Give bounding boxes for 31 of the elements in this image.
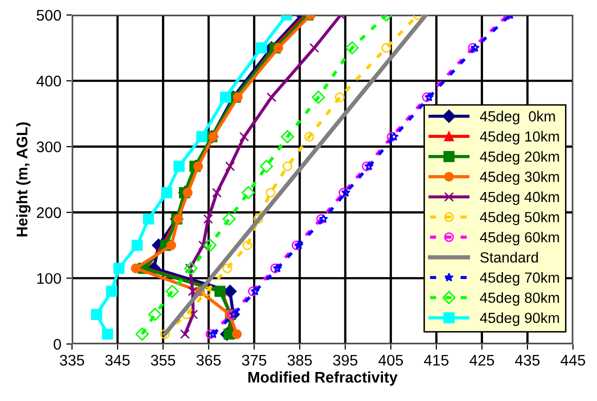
legend-label: 45deg 20km	[480, 151, 559, 165]
legend-label: 45deg 80km	[480, 292, 559, 306]
y-tick-label: 100	[37, 273, 61, 284]
legend-label: 45deg 50km	[480, 212, 559, 226]
y-tick-label: 300	[36, 141, 61, 152]
x-tick-label: 415	[424, 354, 448, 366]
legend-label: 45deg 90km	[480, 312, 559, 326]
x-tick-label: 355	[150, 354, 176, 366]
legend-label: Standard	[480, 252, 538, 263]
y-tick-label: 0	[54, 338, 61, 350]
x-tick-label: 405	[378, 354, 403, 366]
legend-label: 45deg 60km	[480, 232, 559, 246]
y-tick-label: 500	[36, 10, 61, 21]
x-tick-label: 345	[105, 354, 130, 366]
y-tick-label: 400	[36, 76, 61, 86]
x-tick-label: 335	[60, 354, 84, 366]
x-tick-label: 425	[470, 354, 494, 366]
legend-label: 45deg 70km	[480, 272, 559, 286]
legend-label: 45deg 10km	[480, 130, 559, 145]
x-tick-label: 365	[196, 354, 221, 366]
x-tick-label: 375	[242, 354, 266, 366]
x-tick-label: 445	[560, 354, 586, 366]
x-tick-label: 435	[515, 354, 540, 366]
x-tick-label: 385	[288, 354, 312, 366]
y-tick-label: 200	[36, 207, 61, 218]
legend-label: 45deg 30km	[480, 171, 559, 185]
legend-label: 45deg 40km	[480, 191, 559, 205]
legend-label: 45deg 0km	[480, 110, 555, 124]
x-axis-title: Modified Refractivity	[248, 371, 398, 386]
x-tick-label: 395	[333, 354, 358, 366]
y-axis-title: Height (m, AGL)	[16, 122, 31, 236]
